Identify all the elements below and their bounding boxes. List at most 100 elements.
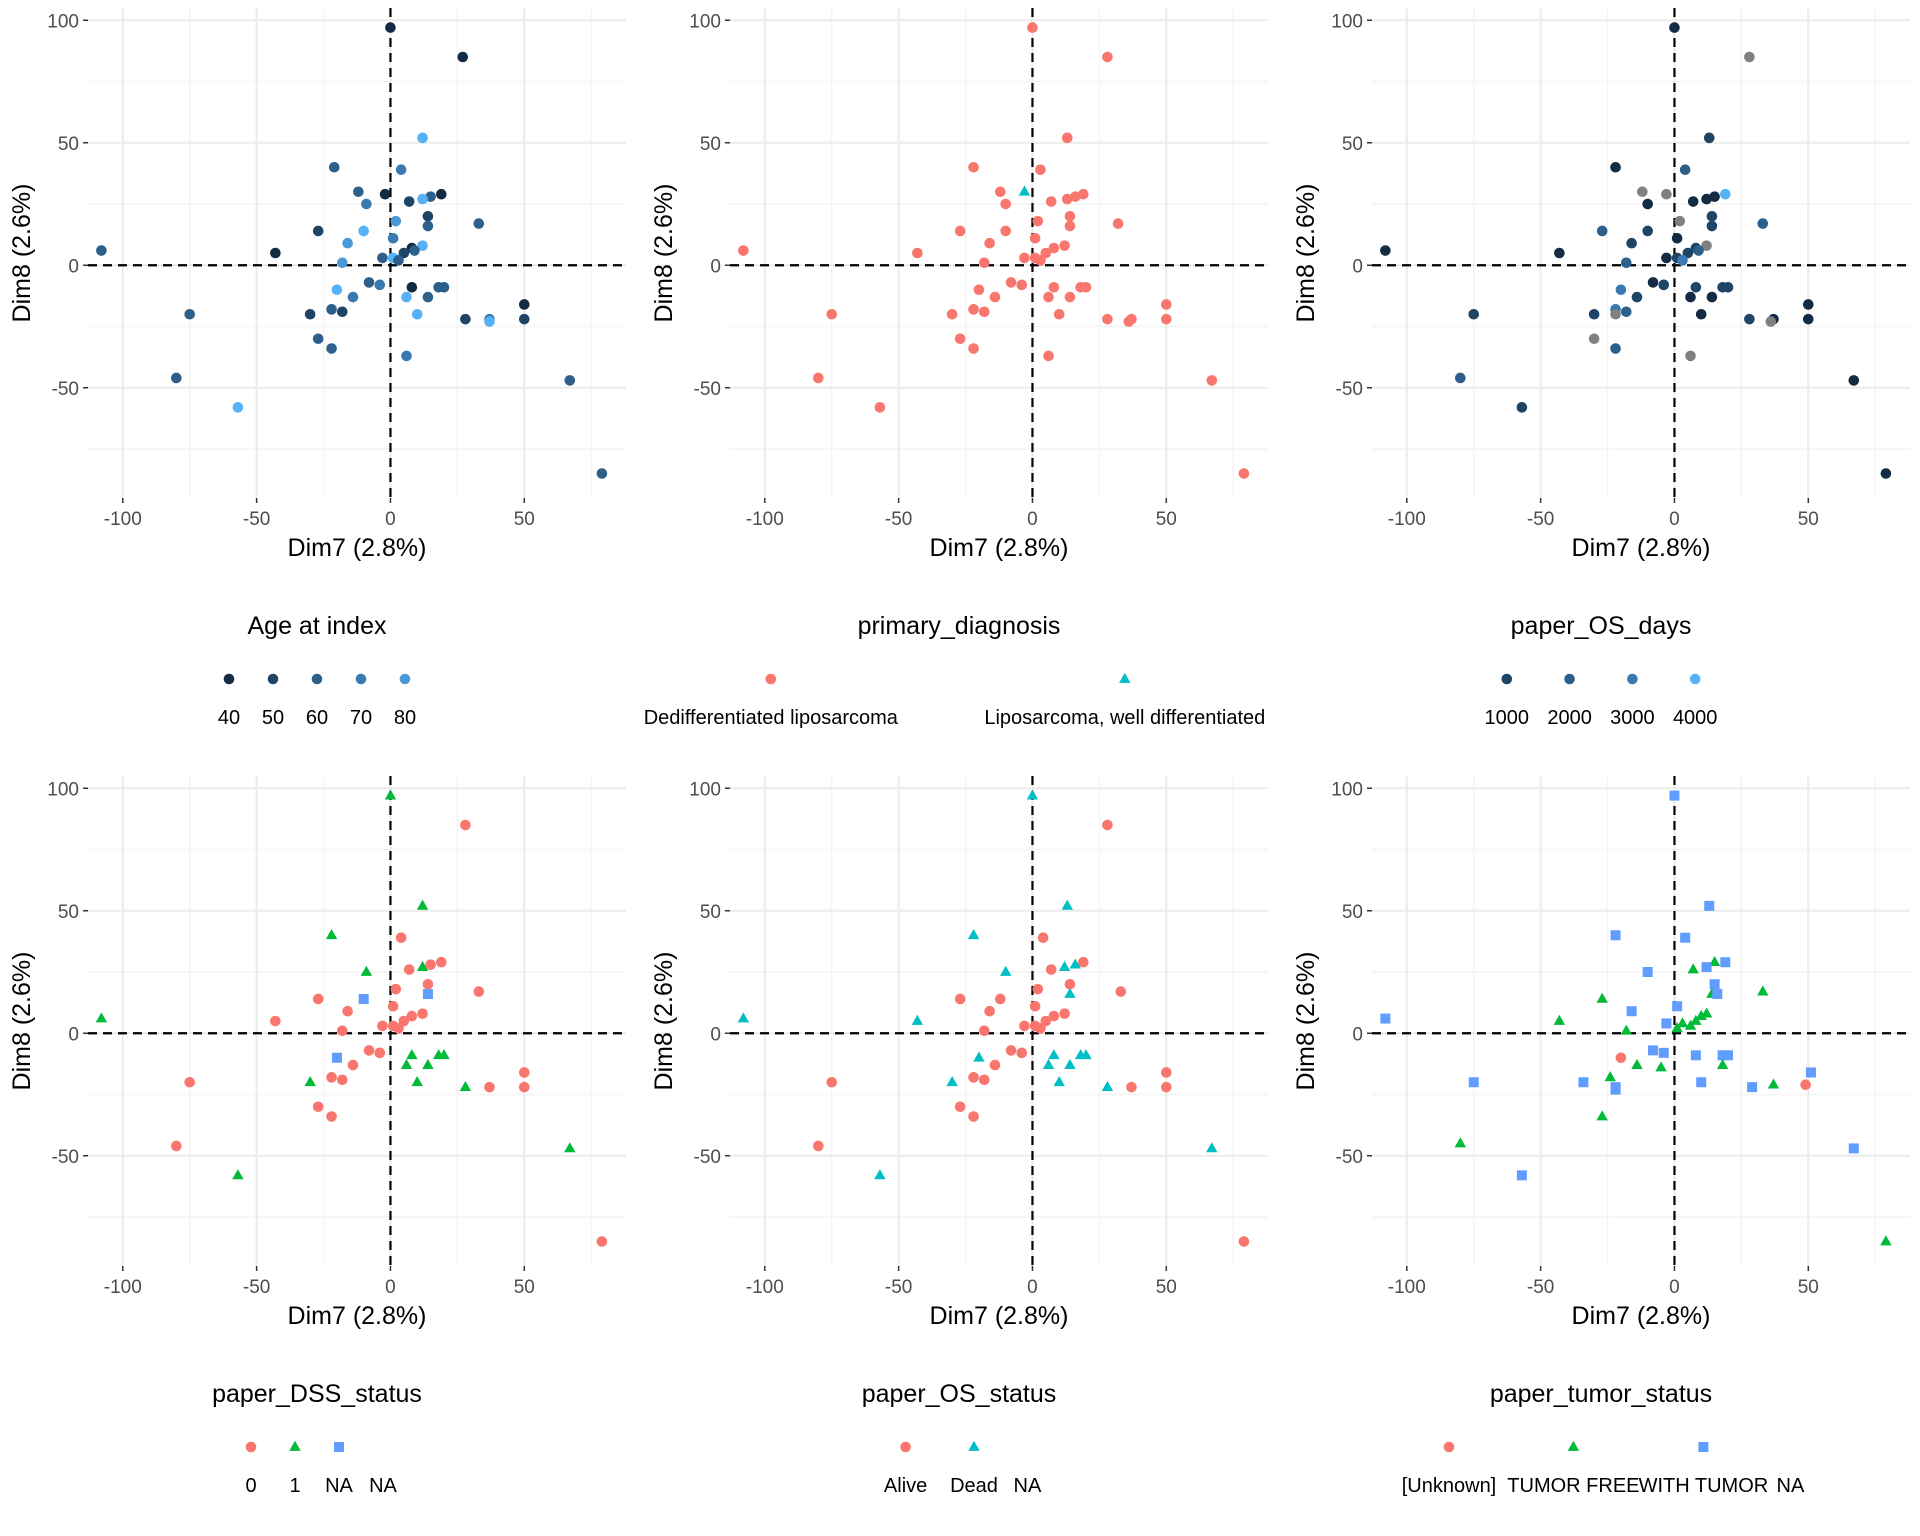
x-tick-label: -50 <box>1527 1277 1554 1298</box>
y-axis-title: Dim8 (2.6%) <box>650 952 678 1091</box>
data-point <box>304 308 316 320</box>
y-tick-label: 50 <box>58 134 79 155</box>
data-point <box>1805 1067 1816 1078</box>
data-point <box>406 282 418 293</box>
y-tick-label: -50 <box>1336 379 1363 400</box>
data-point <box>1069 191 1081 202</box>
y-tick-label: 0 <box>710 256 721 277</box>
legend-key <box>267 673 279 685</box>
data-point <box>1610 930 1621 941</box>
data-point <box>1696 1077 1707 1088</box>
data-point <box>518 1081 530 1093</box>
x-tick-label: 0 <box>385 1277 396 1298</box>
legend-label: 3000 <box>1610 707 1655 729</box>
y-tick-label: 50 <box>700 134 721 155</box>
x-tick-label: -100 <box>104 509 142 530</box>
data-point <box>1709 979 1720 990</box>
data-point <box>1604 1071 1616 1082</box>
legend: paper_OS_status Alive Dead NA <box>862 1380 1057 1497</box>
legend-key <box>1564 673 1575 685</box>
data-point <box>1610 161 1621 173</box>
data-point <box>1040 1015 1052 1027</box>
data-point <box>400 1058 413 1069</box>
data-point <box>596 468 608 479</box>
data-point <box>312 993 324 1005</box>
data-point <box>968 343 979 354</box>
data-point <box>1695 308 1707 320</box>
data-point <box>433 282 444 293</box>
data-point <box>1075 282 1086 293</box>
data-point <box>1064 210 1076 222</box>
data-point <box>1720 957 1731 968</box>
data-point <box>1708 956 1721 967</box>
data-point <box>989 291 1001 303</box>
legend-key <box>1443 1441 1455 1453</box>
data-point <box>326 1072 337 1083</box>
data-point <box>1053 308 1065 320</box>
legend: paper_tumor_status [Unknown] TUMOR FREE WIT… <box>1402 1380 1805 1497</box>
data-point <box>946 1076 958 1087</box>
data-point <box>1516 1170 1527 1181</box>
y-tick-label: 50 <box>1342 134 1363 155</box>
data-point <box>1468 308 1480 320</box>
data-point <box>1848 375 1860 386</box>
data-point <box>1596 1110 1608 1121</box>
data-point <box>1238 1236 1250 1247</box>
data-point <box>1704 900 1715 911</box>
data-point <box>1078 956 1089 968</box>
data-point <box>342 1005 353 1017</box>
y-tick-label: 50 <box>1342 902 1363 923</box>
data-point <box>416 960 429 971</box>
data-point <box>1468 1077 1479 1088</box>
data-point <box>1610 343 1621 354</box>
data-point <box>457 51 469 63</box>
data-point <box>312 333 324 345</box>
legend-title: paper_OS_status <box>862 1380 1057 1408</box>
data-point <box>232 1169 244 1180</box>
data-point <box>417 1008 428 1019</box>
data-point <box>1687 196 1699 207</box>
legend-key <box>900 1441 911 1453</box>
legend-label: WITH TUMOR <box>1639 1475 1769 1497</box>
data-point <box>1043 291 1054 303</box>
data-point <box>379 188 391 200</box>
x-axis-title: Dim7 (2.8%) <box>930 534 1069 562</box>
data-point <box>1648 1045 1659 1056</box>
data-point <box>1800 1079 1811 1090</box>
data-point <box>954 333 966 345</box>
data-point <box>813 1140 824 1152</box>
x-tick-label: 50 <box>514 509 535 530</box>
legend-key <box>1627 673 1638 685</box>
data-point <box>1078 188 1089 200</box>
data-point <box>1620 306 1632 318</box>
data-point <box>1701 240 1712 251</box>
data-point <box>417 193 428 205</box>
legend-key <box>245 1441 257 1453</box>
data-point <box>409 245 420 256</box>
data-point <box>813 372 824 384</box>
x-tick-label: -50 <box>885 509 912 530</box>
data-point <box>432 1049 445 1060</box>
data-point <box>1674 215 1686 227</box>
data-point <box>1661 1018 1672 1029</box>
data-point <box>1016 1047 1028 1059</box>
data-point <box>417 132 428 144</box>
legend-label: 0 <box>245 1475 256 1497</box>
data-point <box>331 1052 342 1063</box>
data-point <box>1035 164 1046 175</box>
y-tick-label: -50 <box>52 1147 79 1168</box>
x-axis-title: Dim7 (2.8%) <box>288 534 427 562</box>
data-point <box>1029 1001 1041 1012</box>
data-point <box>406 1049 418 1060</box>
data-point <box>1380 245 1391 256</box>
data-point <box>1802 313 1814 325</box>
data-point <box>390 983 402 995</box>
data-point <box>1712 989 1723 1000</box>
data-point <box>1238 468 1250 479</box>
data-point <box>393 1023 404 1034</box>
data-point <box>377 1020 388 1032</box>
data-point <box>422 220 434 232</box>
data-point <box>1160 1067 1172 1078</box>
legend-key <box>311 673 323 685</box>
